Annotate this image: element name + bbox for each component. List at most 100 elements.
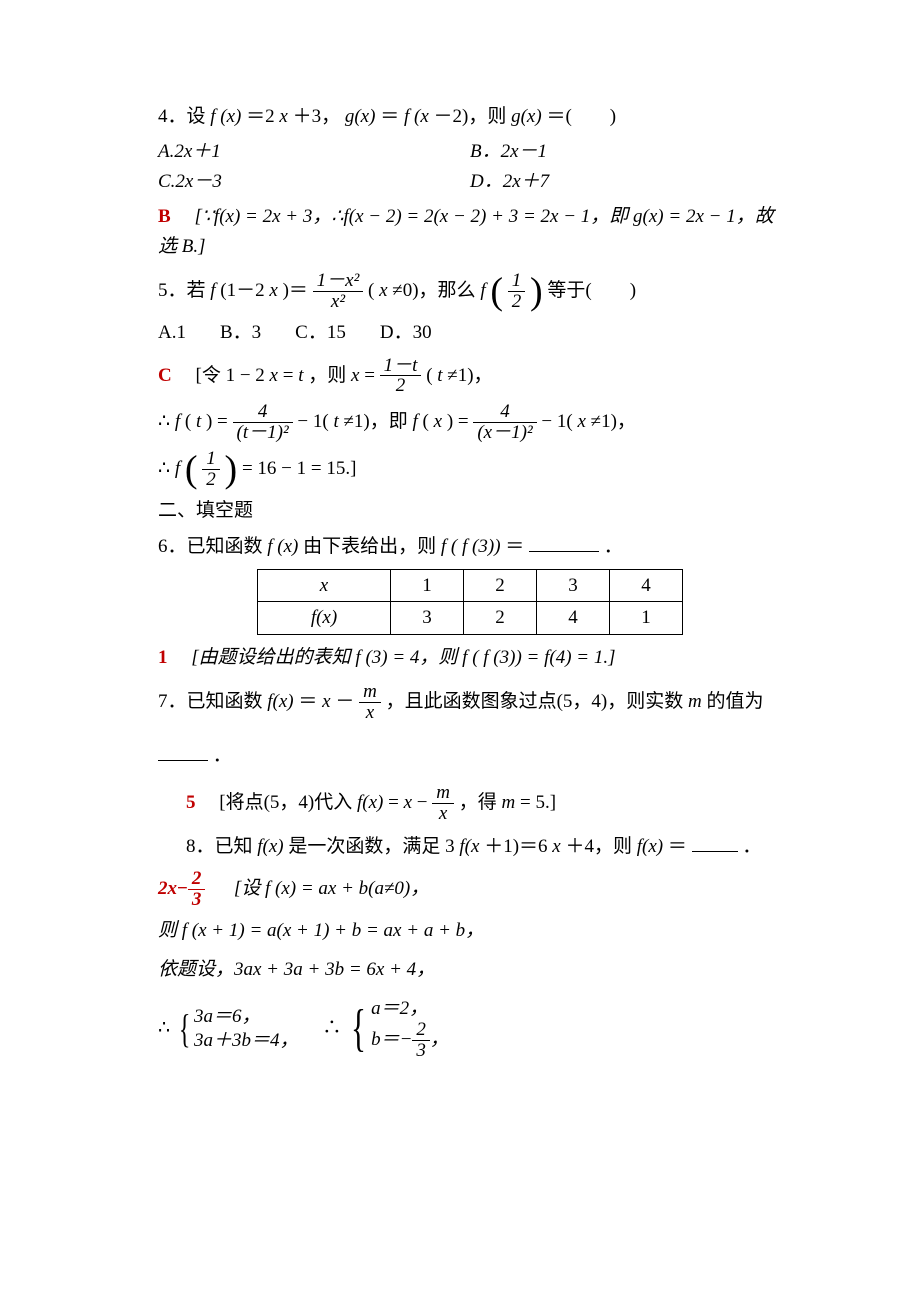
- q8-prompt: 8．已知 f(x) 是一次函数，满足 3 f(x ＋1)＝6 x ＋4，则 f(…: [158, 832, 782, 861]
- fraction: 4 (x－1)²: [473, 402, 536, 443]
- q5-explain-1: C [令 1 − 2 x = t ，则 x = 1－t 2 ( t ≠1)，: [158, 356, 782, 397]
- math: f (x: [404, 106, 429, 127]
- q4-answer: B [∵f(x) = 2x + 3，∴f(x − 2) = 2(x − 2) +…: [158, 202, 782, 261]
- text: ＝: [668, 836, 687, 857]
- text: ＝( ): [546, 106, 616, 127]
- math: f: [210, 280, 215, 301]
- math: f (x): [267, 536, 298, 557]
- table-row: f(x) 3 2 4 1: [258, 602, 683, 634]
- q6-answer: 1 [由题设给出的表知 f (3) = 4，则 f ( f (3)) = f(4…: [158, 643, 782, 672]
- numerator: 1: [202, 449, 220, 469]
- option-d: D．30: [380, 318, 432, 347]
- math: x: [322, 691, 330, 712]
- math: f: [175, 411, 180, 432]
- option-d: D．2x＋7: [470, 167, 782, 196]
- text: − 1(: [297, 411, 328, 432]
- text: 2: [158, 878, 168, 899]
- denominator: (x－1)²: [473, 422, 536, 443]
- option-b: B．2x－1: [470, 137, 782, 166]
- page: 4．设 f (x) ＝2 x ＋3， g(x) ＝ f (x －2)，则 g(x…: [0, 0, 920, 1302]
- math: x: [404, 791, 412, 812]
- text: 由下表给出，则: [303, 536, 441, 557]
- math: f: [480, 280, 485, 301]
- text: 6．已知函数: [158, 536, 267, 557]
- math: x: [351, 364, 359, 385]
- math: x: [577, 411, 585, 432]
- q4-prompt: 4．设 f (x) ＝2 x ＋3， g(x) ＝ f (x －2)，则 g(x…: [158, 102, 782, 131]
- math: f(x): [267, 691, 293, 712]
- paren-left: (: [185, 449, 198, 491]
- math: t: [437, 364, 442, 385]
- text: 等于( ): [547, 280, 636, 301]
- math: m: [688, 691, 702, 712]
- text: =: [364, 364, 379, 385]
- math: f(x: [459, 836, 479, 857]
- fraction: 1－t 2: [380, 356, 422, 397]
- text: ，则: [308, 364, 351, 385]
- math: f: [413, 411, 418, 432]
- answer-label: 5: [186, 791, 196, 812]
- text: ≠1)，即: [344, 411, 413, 432]
- option-c: C.2x－3: [158, 167, 470, 196]
- text: ．: [742, 836, 761, 857]
- equation-system: { 3a＝6， 3a＋3b＝4，: [175, 1005, 299, 1053]
- q6-table: x 1 2 3 4 f(x) 3 2 4 1: [257, 569, 683, 635]
- q8-explain-2: 则 f (x + 1) = a(x + 1) + b = ax + a + b，: [158, 916, 782, 945]
- eq-row: a＝2，: [371, 997, 449, 1021]
- q4-options: A.2x＋1 B．2x－1 C.2x－3 D．2x＋7: [158, 137, 782, 196]
- text: ) =: [447, 411, 474, 432]
- q6-prompt: 6．已知函数 f (x) 由下表给出，则 f ( f (3)) ＝ ．: [158, 532, 782, 561]
- text: 5．若: [158, 280, 210, 301]
- fill-blank: [692, 833, 738, 851]
- math: g(x): [345, 106, 376, 127]
- q7-prompt: 7．已知函数 f(x) ＝ x － m x ，且此函数图象过点(5，4)，则实数…: [158, 682, 782, 723]
- text: (1－2: [220, 280, 264, 301]
- text: (: [426, 364, 432, 385]
- text: (: [423, 411, 429, 432]
- text: [令 1 − 2: [196, 364, 265, 385]
- text: = 5.]: [520, 791, 556, 812]
- fill-blank: [158, 743, 208, 761]
- math: t: [196, 411, 201, 432]
- option-b: B．3: [220, 318, 261, 347]
- text: ，且此函数图象过点(5，4)，则实数: [386, 691, 688, 712]
- denominator: x²: [313, 291, 364, 312]
- denominator: (t－1)²: [233, 422, 293, 443]
- table-cell: 1: [391, 570, 464, 602]
- brace-icon: {: [351, 1008, 366, 1050]
- fraction: 23: [188, 869, 206, 910]
- eq-row: 3a＋3b＝4，: [194, 1029, 299, 1053]
- table-cell: 2: [464, 602, 537, 634]
- math: f(x): [637, 836, 663, 857]
- text: ) =: [206, 411, 233, 432]
- math: g(x): [511, 106, 542, 127]
- q8-answer: 2x−23 [设 f (x) = ax + b(a≠0)，: [158, 869, 782, 910]
- brace-icon: {: [179, 1013, 191, 1045]
- text: ＝: [505, 536, 524, 557]
- q5-explain-2: ∴ f ( t ) = 4 (t－1)² − 1( t ≠1)，即 f ( x …: [158, 402, 782, 443]
- denominator: x: [432, 803, 454, 824]
- numerator: 1: [508, 271, 526, 291]
- q7-blank-line: ．: [158, 741, 782, 770]
- text: －2)，则: [434, 106, 512, 127]
- table-cell: x: [258, 570, 391, 602]
- text: ≠1)，: [447, 364, 492, 385]
- text: ＋4，则: [565, 836, 636, 857]
- text: − 1(: [541, 411, 572, 432]
- fraction: 1－x² x²: [313, 271, 364, 312]
- denominator: 2: [380, 375, 422, 396]
- text: ，: [430, 1029, 449, 1050]
- answer-label: C: [158, 364, 172, 385]
- text: ≠0)，那么: [392, 280, 480, 301]
- fraction: 4 (t－1)²: [233, 402, 293, 443]
- math: x: [279, 106, 287, 127]
- q5-explain-3: ∴ f ( 1 2 ) = 16 − 1 = 15.]: [158, 449, 782, 490]
- explanation: [∵f(x) = 2x + 3，∴f(x − 2) = 2(x − 2) + 3…: [158, 206, 774, 256]
- fraction: 23: [412, 1020, 430, 1061]
- text: 的值为: [706, 691, 763, 712]
- q5-options: A.1 B．3 C．15 D．30: [158, 318, 782, 347]
- explanation: [设 f (x) = ax + b(a≠0)，: [234, 878, 429, 899]
- text: －: [335, 691, 354, 712]
- numerator: 4: [233, 402, 293, 422]
- math: x: [269, 280, 277, 301]
